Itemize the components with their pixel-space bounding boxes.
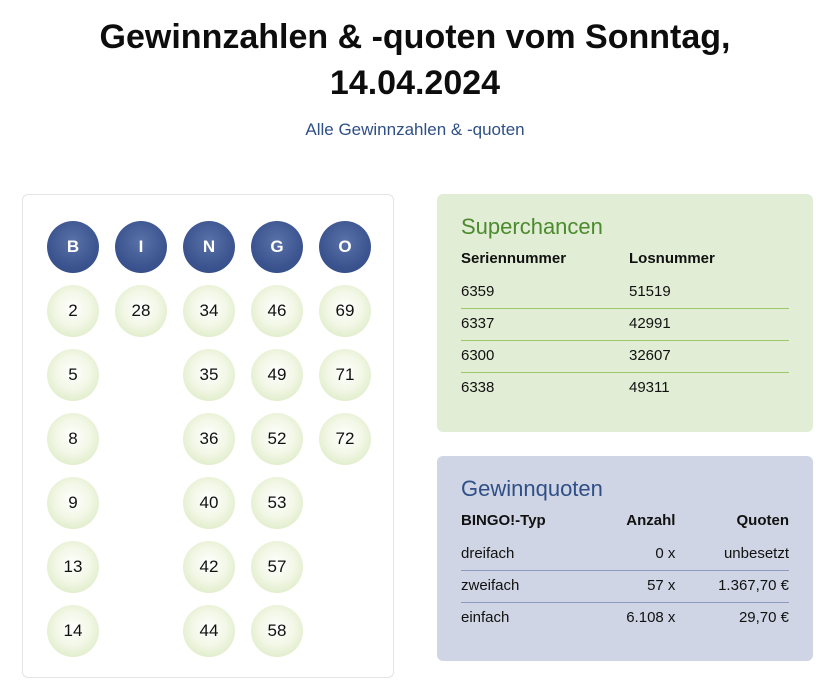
number-ball: 2 xyxy=(47,285,99,337)
bingo-card: B 2 5 8 9 13 14 I 28 N 34 35 36 40 42 44… xyxy=(22,194,394,678)
seriennummer-cell: 6359 xyxy=(461,277,629,309)
number-ball: 35 xyxy=(183,349,235,401)
page-title-line-2: 14.04.2024 xyxy=(329,64,501,102)
seriennummer-cell: 6300 xyxy=(461,340,629,373)
number-ball: 36 xyxy=(183,413,235,465)
number-ball: 72 xyxy=(319,413,371,465)
table-header-row: BINGO!-Typ Anzahl Quoten xyxy=(461,512,789,539)
superchancen-title: Superchancen xyxy=(461,214,603,239)
number-ball: 49 xyxy=(251,349,303,401)
tier-cell: einfach xyxy=(461,609,510,626)
header-seriennummer: Seriennummer xyxy=(461,250,567,267)
number-ball: 9 xyxy=(47,477,99,529)
header-bingo-typ-brand: BINGO xyxy=(461,512,511,529)
all-results-link[interactable]: Alle Gewinnzahlen & -quoten xyxy=(305,120,525,139)
column-header-ball: G xyxy=(251,221,303,273)
number-ball: 28 xyxy=(115,285,167,337)
number-ball: 8 xyxy=(47,413,99,465)
table-row: 6338 49311 xyxy=(461,373,789,405)
header-losnummer: Losnummer xyxy=(629,250,715,267)
table-row: 6359 51519 xyxy=(461,277,789,309)
number-ball: 52 xyxy=(251,413,303,465)
count-cell: 57 x xyxy=(596,570,676,603)
number-ball: 57 xyxy=(251,541,303,593)
tier-cell: dreifach xyxy=(461,539,597,571)
column-header-ball: O xyxy=(319,221,371,273)
bingo-column-n: N 34 35 36 40 42 44 xyxy=(183,221,235,669)
losnummer-cell: 49311 xyxy=(629,379,670,396)
page-title-line-1: Gewinnzahlen & -quoten vom Sonntag, xyxy=(99,18,731,56)
number-ball: 69 xyxy=(319,285,371,337)
header-quoten: Quoten xyxy=(736,512,790,529)
count-cell: 6.108 x xyxy=(626,609,676,626)
page-title: Gewinnzahlen & -quoten vom Sonntag, 14.0… xyxy=(0,14,830,106)
gewinnquoten-panel: Gewinnquoten BINGO!-Typ Anzahl Quoten dr… xyxy=(437,456,813,661)
losnummer-cell: 32607 xyxy=(629,340,789,373)
number-ball: 42 xyxy=(183,541,235,593)
table-row: 6300 32607 xyxy=(461,340,789,373)
number-ball: 14 xyxy=(47,605,99,657)
column-header-ball: B xyxy=(47,221,99,273)
bingo-column-o: O 69 71 72 xyxy=(319,221,371,477)
seriennummer-cell: 6338 xyxy=(461,379,495,396)
losnummer-cell: 51519 xyxy=(629,277,789,309)
quota-cell: unbesetzt xyxy=(675,539,789,571)
superchancen-table: Seriennummer Losnummer 6359 51519 6337 4… xyxy=(461,250,789,404)
header-bingo-typ-suffix: !-Typ xyxy=(510,512,546,529)
number-ball: 34 xyxy=(183,285,235,337)
superchancen-panel: Superchancen Seriennummer Losnummer 6359… xyxy=(437,194,813,432)
quota-cell: 1.367,70 € xyxy=(675,570,789,603)
quota-cell: 29,70 € xyxy=(738,609,789,626)
losnummer-cell: 42991 xyxy=(629,308,789,341)
number-ball: 46 xyxy=(251,285,303,337)
header-bingo-typ: BINGO!-Typ xyxy=(461,512,597,539)
count-cell: 0 x xyxy=(596,539,676,571)
number-ball: 71 xyxy=(319,349,371,401)
number-ball: 40 xyxy=(183,477,235,529)
header-anzahl: Anzahl xyxy=(626,512,676,529)
number-ball: 58 xyxy=(251,605,303,657)
bingo-column-b: B 2 5 8 9 13 14 xyxy=(47,221,99,669)
table-header-row: Seriennummer Losnummer xyxy=(461,250,789,277)
column-header-ball: I xyxy=(115,221,167,273)
tier-cell: zweifach xyxy=(461,570,597,603)
table-row: einfach 6.108 x 29,70 € xyxy=(461,603,789,635)
column-header-ball: N xyxy=(183,221,235,273)
number-ball: 5 xyxy=(47,349,99,401)
gewinnquoten-title: Gewinnquoten xyxy=(461,476,603,501)
table-row: 6337 42991 xyxy=(461,308,789,341)
bingo-column-i: I 28 xyxy=(115,221,167,349)
table-row: dreifach 0 x unbesetzt xyxy=(461,539,789,571)
number-ball: 53 xyxy=(251,477,303,529)
table-row: zweifach 57 x 1.367,70 € xyxy=(461,570,789,603)
gewinnquoten-table: BINGO!-Typ Anzahl Quoten dreifach 0 x un… xyxy=(461,512,789,634)
number-ball: 13 xyxy=(47,541,99,593)
bingo-column-g: G 46 49 52 53 57 58 xyxy=(251,221,303,669)
seriennummer-cell: 6337 xyxy=(461,308,629,341)
number-ball: 44 xyxy=(183,605,235,657)
